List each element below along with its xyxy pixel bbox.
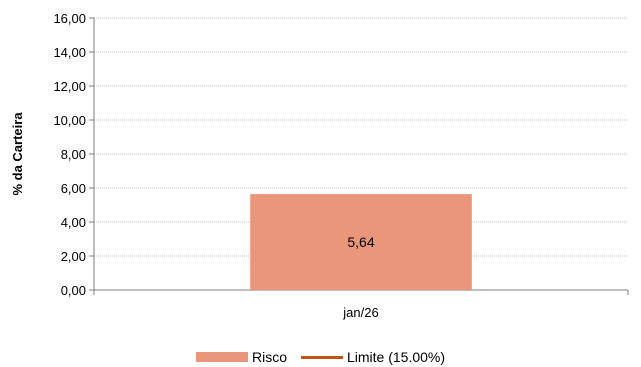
y-tick-label: 12,00 bbox=[53, 79, 86, 94]
x-tick-labels: jan/26 bbox=[342, 305, 378, 320]
y-tick-label: 0,00 bbox=[61, 283, 86, 298]
y-tick-labels: 0,00 2,00 4,00 6,00 8,00 10,00 12,00 14,00 16,00 bbox=[53, 11, 86, 298]
legend-swatch-risco bbox=[195, 352, 248, 362]
y-tick-label: 8,00 bbox=[61, 147, 86, 162]
legend: Risco Limite (15.00%) bbox=[0, 347, 641, 367]
x-tick-label: jan/26 bbox=[342, 305, 378, 320]
y-tick-label: 2,00 bbox=[61, 249, 86, 264]
bar-risco bbox=[250, 194, 472, 290]
y-tick-label: 6,00 bbox=[61, 181, 86, 196]
y-tick-label: 14,00 bbox=[53, 45, 86, 60]
gridlines bbox=[94, 17, 628, 257]
y-axis-label: % da Carteira bbox=[10, 112, 25, 196]
legend-item-limite: Limite (15.00%) bbox=[300, 349, 446, 365]
y-tick-label: 4,00 bbox=[61, 215, 86, 230]
y-tick-label: 16,00 bbox=[53, 11, 86, 26]
y-tick-label: 10,00 bbox=[53, 113, 86, 128]
legend-line-limite bbox=[300, 355, 343, 359]
bars: 5,64 bbox=[250, 194, 472, 290]
legend-item-risco: Risco bbox=[195, 349, 287, 365]
legend-label-limite: Limite (15.00%) bbox=[346, 349, 446, 365]
bar-value-label: 5,64 bbox=[347, 234, 374, 250]
legend-label-risco: Risco bbox=[251, 349, 287, 365]
bar-chart: 0,00 2,00 4,00 6,00 8,00 10,00 12,00 14,00 16,00… bbox=[10, 11, 629, 320]
